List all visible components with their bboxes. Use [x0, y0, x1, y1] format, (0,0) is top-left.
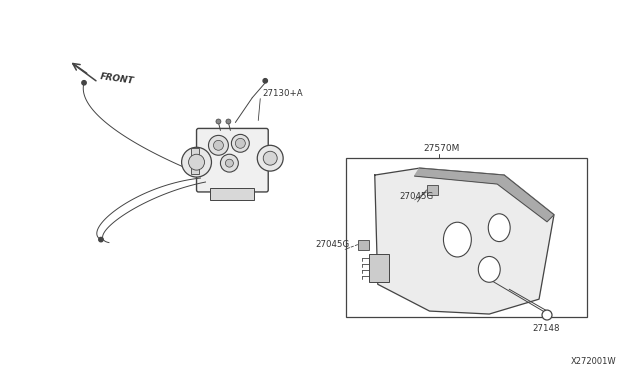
- Circle shape: [263, 78, 268, 83]
- FancyBboxPatch shape: [196, 128, 268, 192]
- Bar: [191, 148, 198, 174]
- Text: 27130+A: 27130+A: [262, 89, 303, 98]
- Circle shape: [236, 138, 245, 148]
- Circle shape: [257, 145, 283, 171]
- Text: 27148: 27148: [532, 324, 559, 333]
- Polygon shape: [375, 168, 554, 314]
- Circle shape: [232, 134, 250, 152]
- Circle shape: [225, 159, 234, 167]
- Circle shape: [82, 81, 86, 85]
- Bar: [369, 254, 388, 282]
- Text: X272001W: X272001W: [571, 357, 617, 366]
- Circle shape: [263, 151, 277, 165]
- Text: FRONT: FRONT: [100, 72, 135, 86]
- Text: 27045G: 27045G: [399, 192, 434, 201]
- Text: 27045G: 27045G: [315, 240, 349, 248]
- Circle shape: [542, 310, 552, 320]
- Circle shape: [99, 237, 103, 242]
- Text: 27570M: 27570M: [424, 144, 460, 153]
- Ellipse shape: [478, 256, 500, 282]
- Ellipse shape: [488, 214, 510, 241]
- Bar: [358, 240, 369, 250]
- Ellipse shape: [444, 222, 471, 257]
- Bar: [426, 185, 438, 195]
- Circle shape: [220, 154, 238, 172]
- Circle shape: [189, 154, 205, 170]
- Polygon shape: [415, 168, 554, 222]
- Circle shape: [214, 140, 223, 150]
- Circle shape: [209, 135, 228, 155]
- Circle shape: [216, 119, 221, 124]
- Bar: [211, 188, 254, 200]
- Bar: [346, 158, 587, 317]
- Circle shape: [226, 119, 231, 124]
- Circle shape: [182, 147, 211, 177]
